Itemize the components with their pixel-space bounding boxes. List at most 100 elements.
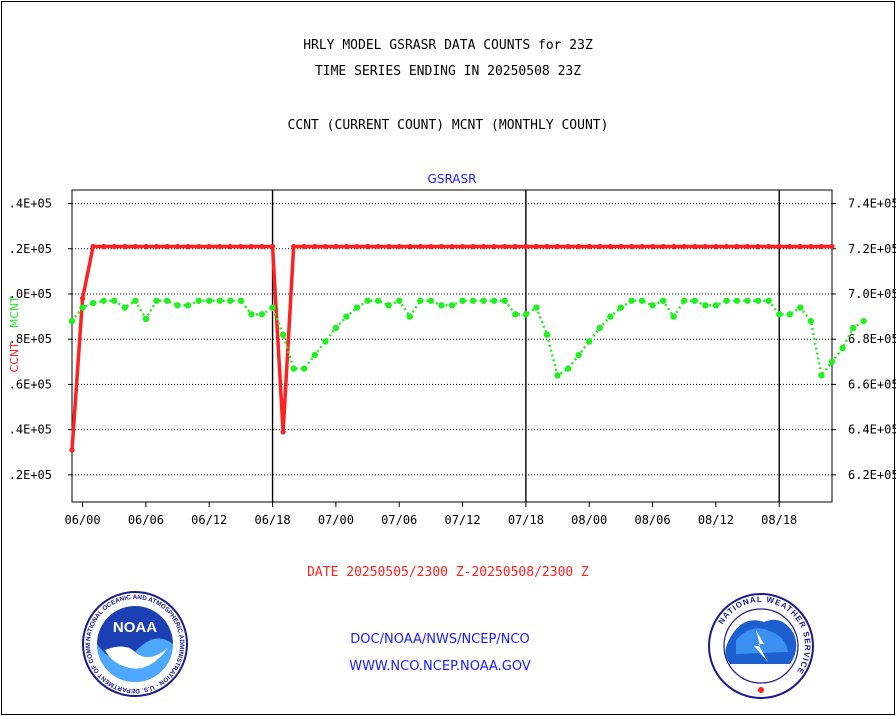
data-point-mcnt	[121, 304, 128, 311]
data-point-ccnt	[217, 243, 223, 250]
data-point-mcnt	[491, 297, 498, 304]
data-point-ccnt	[565, 243, 571, 250]
x-tick-label: 08/18	[761, 513, 797, 527]
data-point-mcnt	[332, 324, 340, 332]
title-line-1: HRLY MODEL GSRASR DATA COUNTS for 23Z	[303, 38, 593, 53]
y-right-tick-label: 7.4E+05	[848, 197, 896, 211]
data-point-mcnt	[153, 297, 160, 304]
data-point-mcnt	[301, 365, 308, 372]
data-point-mcnt	[385, 302, 392, 309]
data-point-ccnt	[227, 243, 233, 250]
data-point-ccnt	[702, 243, 708, 250]
y-right-tick-label: 6.6E+05	[848, 377, 896, 391]
data-point-ccnt	[364, 243, 371, 250]
data-point-mcnt	[427, 297, 435, 304]
y-right-tick-label: 6.2E+05	[848, 468, 896, 482]
y-right-tick-label: 6.8E+05	[848, 332, 896, 346]
data-point-mcnt	[184, 302, 192, 309]
x-tick-label: 06/00	[64, 513, 100, 527]
data-point-ccnt	[333, 243, 339, 250]
data-point-mcnt	[406, 313, 413, 320]
org-path: DOC/NOAA/NWS/NCEP/NCO	[350, 632, 530, 647]
data-point-mcnt	[554, 372, 561, 379]
data-point-ccnt	[143, 243, 149, 250]
data-point-ccnt	[618, 243, 624, 250]
data-point-mcnt	[628, 297, 635, 304]
data-point-ccnt	[554, 243, 561, 250]
website-link[interactable]: WWW.NCO.NCEP.NOAA.GOV	[349, 659, 531, 674]
data-point-mcnt	[364, 297, 371, 304]
data-point-mcnt	[100, 297, 107, 304]
data-point-mcnt	[311, 351, 318, 359]
data-point-mcnt	[163, 297, 171, 304]
data-point-ccnt	[238, 243, 244, 250]
data-point-ccnt	[533, 243, 540, 250]
title-line-3: CCNT (CURRENT COUNT) MCNT (MONTHLY COUNT…	[287, 118, 609, 133]
data-point-ccnt	[322, 243, 328, 250]
x-tick-label: 08/12	[698, 513, 734, 527]
data-point-mcnt	[860, 317, 867, 325]
data-point-mcnt	[258, 311, 266, 318]
x-tick-label: 07/12	[444, 513, 480, 527]
data-point-mcnt	[438, 302, 445, 309]
data-point-ccnt	[639, 243, 645, 250]
data-point-mcnt	[617, 304, 625, 311]
data-point-ccnt	[386, 243, 392, 250]
data-point-ccnt	[586, 243, 592, 250]
data-point-ccnt	[248, 243, 255, 250]
data-point-ccnt	[681, 243, 687, 250]
data-point-ccnt	[544, 243, 550, 250]
data-point-mcnt	[174, 302, 181, 309]
data-point-mcnt	[269, 304, 276, 311]
data-point-ccnt	[459, 243, 466, 250]
data-point-mcnt	[638, 297, 646, 304]
data-point-ccnt	[291, 243, 297, 250]
data-point-ccnt	[206, 243, 212, 250]
data-point-ccnt	[312, 243, 318, 250]
y-left-tick-label: .6E+05	[9, 377, 52, 391]
data-point-ccnt	[438, 243, 445, 250]
data-point-ccnt	[597, 243, 603, 250]
data-point-ccnt	[692, 243, 698, 250]
data-point-ccnt	[428, 243, 434, 250]
data-point-mcnt	[417, 297, 424, 304]
data-point-ccnt	[164, 243, 170, 250]
data-point-mcnt	[343, 313, 350, 320]
data-point-mcnt	[480, 297, 487, 304]
data-point-mcnt	[575, 351, 582, 359]
data-point-mcnt	[512, 311, 519, 318]
data-point-ccnt	[101, 243, 107, 250]
data-point-mcnt	[459, 297, 466, 304]
data-point-ccnt	[491, 243, 497, 250]
data-point-mcnt	[68, 317, 76, 325]
data-point-mcnt	[533, 304, 540, 311]
data-point-mcnt	[786, 311, 793, 318]
data-point-mcnt	[670, 313, 677, 320]
data-point-mcnt	[374, 297, 382, 304]
data-point-ccnt	[111, 243, 117, 250]
y-left-tick-label: .4E+05	[9, 197, 52, 211]
data-point-ccnt	[407, 243, 413, 250]
data-point-ccnt	[607, 243, 613, 250]
data-point-ccnt	[523, 243, 529, 250]
data-point-mcnt	[828, 358, 836, 366]
x-tick-label: 06/12	[191, 513, 227, 527]
y-left-tick-label: .2E+05	[9, 468, 52, 482]
x-tick-label: 07/06	[381, 513, 417, 527]
y-left-tick-label: .4E+05	[9, 423, 52, 437]
data-point-ccnt	[153, 243, 160, 250]
data-point-mcnt	[227, 297, 234, 304]
data-point-mcnt	[776, 311, 783, 318]
data-point-ccnt	[776, 243, 782, 250]
data-point-ccnt	[734, 243, 740, 250]
data-point-mcnt	[353, 304, 361, 311]
data-point-mcnt	[702, 302, 709, 309]
data-point-ccnt	[481, 243, 487, 250]
data-point-mcnt	[659, 297, 667, 304]
data-point-mcnt	[322, 338, 329, 345]
data-point-ccnt	[90, 243, 96, 250]
data-point-ccnt	[449, 243, 455, 250]
y-right-tick-label: 7.0E+05	[848, 287, 896, 301]
